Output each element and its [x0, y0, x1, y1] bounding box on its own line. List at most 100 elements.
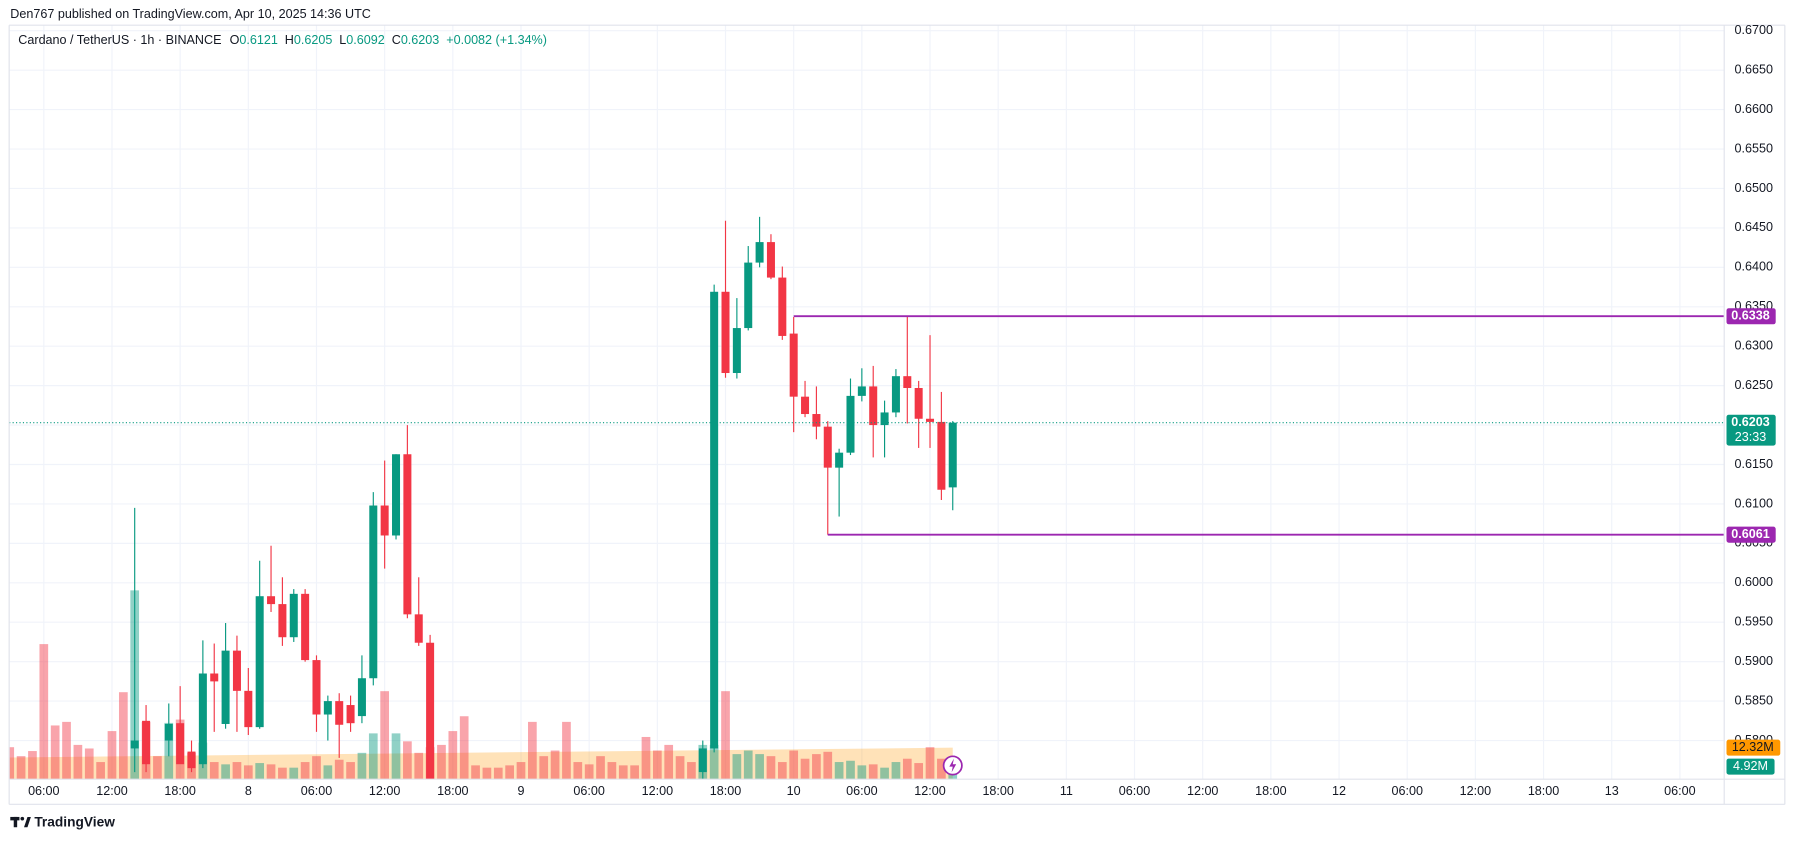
volume-bar	[323, 765, 333, 780]
volume-bar	[153, 756, 162, 780]
level-label-box	[1726, 308, 1776, 325]
candle-body	[880, 412, 889, 426]
y-tick-label: 0.6500	[1735, 181, 1773, 195]
legend-letter: L	[339, 34, 346, 48]
volume-bar	[562, 721, 571, 780]
candle-body	[335, 701, 344, 725]
volume-bar	[584, 764, 594, 780]
candle-body	[187, 751, 196, 769]
volume-bar	[732, 754, 742, 780]
volume-bar	[925, 747, 935, 780]
volume-bar	[880, 767, 889, 780]
volume-bar	[232, 762, 242, 780]
volume-bar	[596, 756, 605, 780]
y-tick-label: 0.6150	[1735, 457, 1773, 471]
x-tick-label: 9	[517, 784, 524, 798]
candle-body	[891, 376, 900, 413]
x-tick-label: 8	[245, 784, 252, 798]
volume-bar	[300, 762, 310, 780]
volume-bar	[539, 756, 549, 780]
volume-bar	[743, 750, 753, 780]
candle-body	[323, 701, 332, 715]
candle-body	[221, 650, 230, 724]
candle-body	[312, 660, 321, 715]
volume-bar	[221, 764, 230, 780]
volume-bar	[289, 767, 299, 780]
candle-body	[846, 395, 855, 453]
volume-bar	[528, 721, 537, 780]
candle-body	[301, 593, 310, 661]
candle-body	[392, 454, 401, 536]
legend-symbol: Cardano / TetherUS · 1h · BINANCE	[18, 34, 221, 48]
candle-body	[789, 333, 798, 397]
volume-bar	[16, 756, 26, 780]
volume-bar	[777, 762, 787, 780]
legend-letter: H	[285, 34, 294, 48]
volume-bar	[437, 744, 446, 780]
volume-bar	[618, 765, 628, 780]
x-tick-label: 06:00	[573, 784, 604, 798]
volume-bar	[812, 754, 821, 780]
legend-value: 0.6205	[294, 34, 332, 48]
candle-body	[857, 386, 866, 396]
volume-ma-label: 12.32M	[1732, 740, 1774, 754]
volume-bar	[96, 762, 105, 780]
candle-body	[357, 678, 366, 717]
volume-bar	[721, 691, 730, 780]
y-tick-label: 0.6650	[1735, 62, 1773, 76]
y-tick-label: 0.6600	[1735, 102, 1773, 116]
legend-value: 0.6203	[401, 34, 439, 48]
volume-ma-label-box	[1726, 739, 1781, 756]
legend-value: 0.6092	[346, 34, 384, 48]
volume-bar	[675, 756, 685, 780]
x-tick-label: 18:00	[982, 784, 1013, 798]
volume-bar	[50, 725, 60, 780]
volume-bar	[493, 767, 503, 780]
volume-bar	[914, 763, 924, 780]
x-tick-label: 18:00	[1528, 784, 1559, 798]
x-tick-label: 12:00	[369, 784, 400, 798]
candle-body	[835, 452, 844, 468]
volume-bar	[243, 765, 253, 780]
level-label: 0.6061	[1731, 527, 1769, 541]
volume-bar	[868, 764, 878, 780]
x-tick-label: 10	[787, 784, 801, 798]
legend-letter: C	[392, 34, 401, 48]
realtime-icon-bolt	[949, 758, 957, 773]
volume-bar	[800, 758, 810, 780]
candle-body	[198, 673, 207, 765]
x-tick-label: 12:00	[1460, 784, 1491, 798]
volume-bar	[846, 760, 855, 780]
candle-body	[130, 740, 139, 749]
volume-bar	[550, 750, 560, 780]
y-tick-label: 0.6250	[1735, 378, 1773, 392]
candle-body	[948, 422, 957, 488]
volume-bar	[630, 765, 639, 780]
volume-bar	[39, 644, 49, 780]
y-tick-label: 0.6000	[1735, 575, 1773, 589]
volume-bar	[209, 762, 219, 780]
candle-body	[142, 720, 151, 765]
candle-body	[903, 376, 912, 388]
volume-bar	[459, 716, 469, 780]
y-tick-label: 0.5950	[1735, 615, 1773, 629]
volume-bar	[380, 691, 390, 780]
axis-labels: 0.58000.58500.59000.59500.60000.60500.61…	[28, 23, 1781, 798]
volume-bar	[823, 751, 833, 780]
footer-logo	[10, 816, 31, 828]
volume-bar	[664, 744, 674, 780]
volume-bar	[403, 741, 412, 780]
volume-bar	[937, 758, 946, 780]
volume-bar	[62, 721, 71, 780]
candle-body	[278, 604, 287, 638]
x-tick-label: 06:00	[28, 784, 59, 798]
volume-label-box	[1726, 758, 1775, 775]
countdown-label: 23:33	[1735, 430, 1766, 444]
x-tick-label: 18:00	[1255, 784, 1286, 798]
volume-bar	[766, 756, 776, 780]
y-tick-label: 0.6450	[1735, 220, 1773, 234]
grid	[9, 25, 1725, 780]
